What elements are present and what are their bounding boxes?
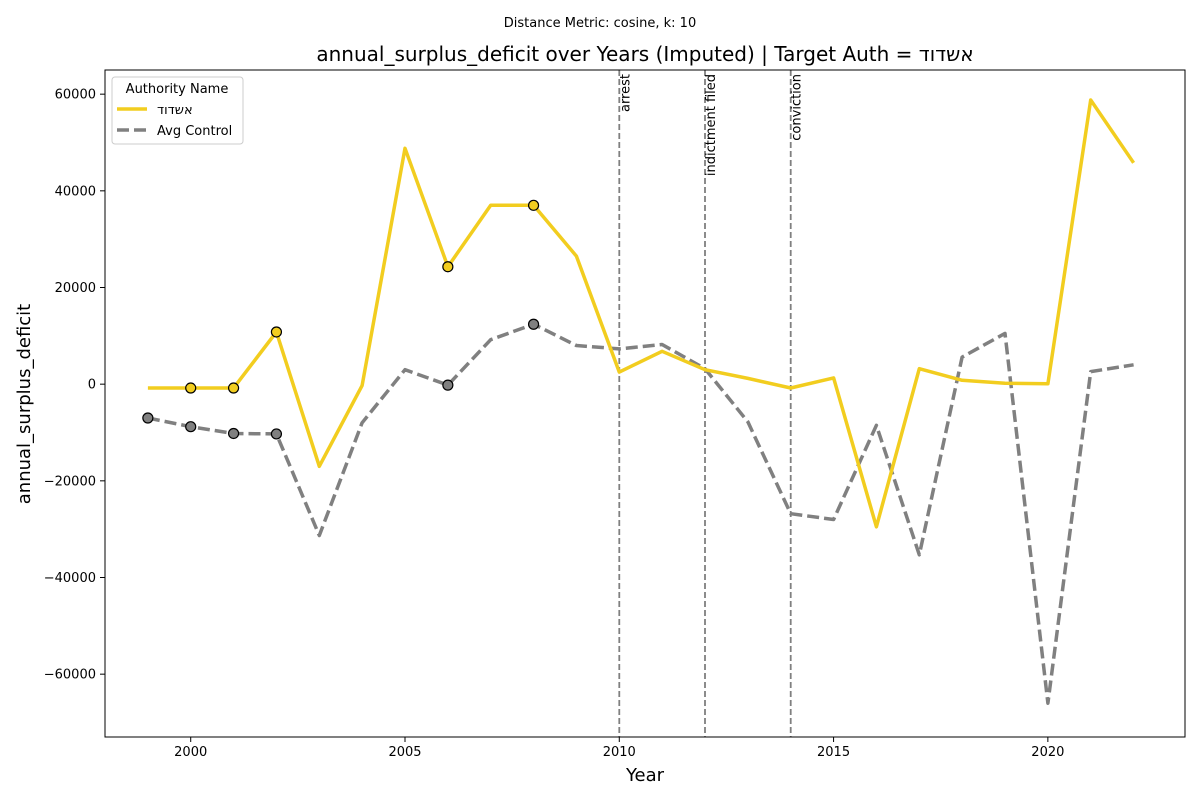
y-tick-label: 40000 [55,184,96,199]
imputed-point [270,428,283,440]
chart-suptitle: Distance Metric: cosine, k: 10 [504,16,696,31]
legend-title: Authority Name [126,82,229,97]
imputed-point [142,412,154,424]
imputed-point [227,427,240,440]
x-tick-label: 2005 [388,745,421,760]
imputed-point [227,382,240,394]
series-line [147,322,1134,705]
series-line [147,98,1136,529]
imputed-point [527,318,540,330]
event-label: conviction [790,74,805,141]
axes: 2000 2005 2010 2015 2020 −60000 −40000 −20000 0 2… [44,69,1186,760]
imputed-point [185,421,197,433]
legend-label-target: אשדוד [157,103,193,118]
series-layer [142,98,1136,705]
y-tick-label: −60000 [44,668,96,683]
x-tick-label: 2020 [1031,745,1064,760]
imputed-point [442,379,454,391]
plot-frame [104,69,1186,738]
y-tick-label: 60000 [55,88,96,103]
imputed-point [270,326,283,338]
x-tick-label: 2010 [603,745,636,760]
event-annotations: arrest indictment filed conviction [618,70,805,737]
y-axis-label: annual_surplus_deficit [14,304,35,504]
y-tick-label: −20000 [44,474,96,489]
y-tick-label: 20000 [55,281,96,296]
x-tick-label: 2000 [174,745,207,760]
legend: Authority Name אשדוד Avg Control [111,76,244,145]
event-label: arrest [618,74,633,112]
imputed-point [527,199,540,211]
legend-box [111,76,244,145]
x-tick-label: 2015 [817,745,850,760]
event-label: indictment filed [704,74,719,176]
imputed-point [185,382,197,394]
legend-label-control: Avg Control [157,124,232,139]
chart-title: annual_surplus_deficit over Years (Imput… [316,42,973,66]
y-tick-label: 0 [88,378,96,393]
y-tick-label: −40000 [44,571,96,586]
imputed-point [442,261,454,273]
x-axis-label: Year [625,765,665,786]
